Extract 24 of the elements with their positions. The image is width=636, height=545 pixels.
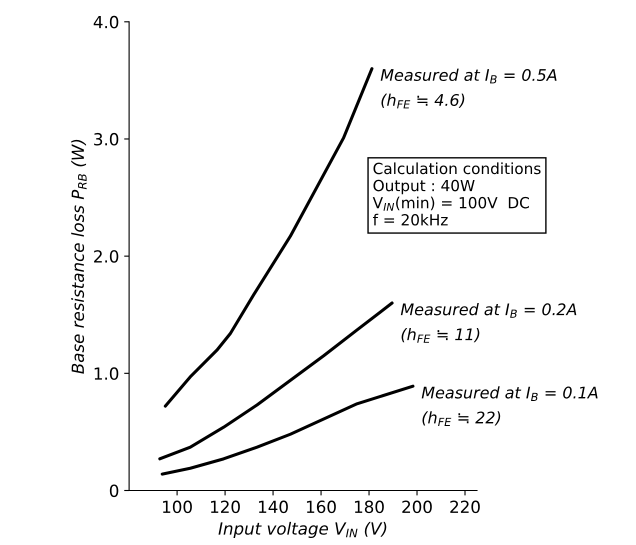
y-tick-label: 4.0 — [94, 16, 118, 28]
x-tick-label: 220 — [450, 500, 480, 514]
y-tick-label: 3.0 — [94, 132, 118, 146]
annotation: Measured at I$_{B}$ = 0.5A — [380, 68, 557, 84]
annotation: Measured at I$_{B}$ = 0.1A — [422, 386, 598, 401]
line-series — [164, 67, 374, 408]
x-tick-label: 140 — [258, 500, 288, 514]
x-tick-label: 200 — [402, 500, 432, 514]
x-axis-title: Input voltage V$_{IN}$ (V) — [218, 522, 386, 538]
x-tick-label: 160 — [306, 500, 336, 514]
y-tick-label: 0 — [110, 484, 118, 498]
x-tick-label: 120 — [211, 500, 240, 514]
annotation: Calculation conditions Output : 40W V$_{IN}$(min) = 100V DC f = 20kHz — [372, 162, 541, 226]
y-tick-label: 1.0 — [94, 367, 118, 380]
annotation: (h$_{FE}$ ≒ 22) — [422, 411, 500, 426]
y-axis-title: Base resistance loss P$_{RB}$ (W) — [71, 140, 87, 374]
x-tick-label: 180 — [354, 500, 384, 514]
x-tick-label: 100 — [163, 500, 192, 514]
line-series — [158, 301, 394, 460]
annotation: Measured at I$_{B}$ = 0.2A — [400, 303, 576, 318]
y-tick-label: 2.0 — [94, 250, 118, 263]
annotation: (h$_{FE}$ ≒ 11) — [402, 328, 480, 343]
line-series — [160, 384, 414, 476]
annotation: (h$_{FE}$ ≒ 4.6) — [381, 94, 464, 108]
